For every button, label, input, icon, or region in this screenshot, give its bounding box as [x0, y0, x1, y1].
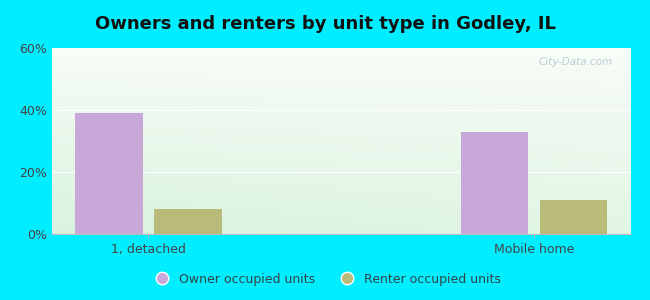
Text: City-Data.com: City-Data.com [539, 57, 613, 67]
Bar [154, 209, 222, 234]
Bar [461, 132, 528, 234]
Bar [540, 200, 607, 234]
Bar [75, 113, 142, 234]
Legend: Owner occupied units, Renter occupied units: Owner occupied units, Renter occupied un… [144, 268, 506, 291]
Text: Owners and renters by unit type in Godley, IL: Owners and renters by unit type in Godle… [94, 15, 556, 33]
